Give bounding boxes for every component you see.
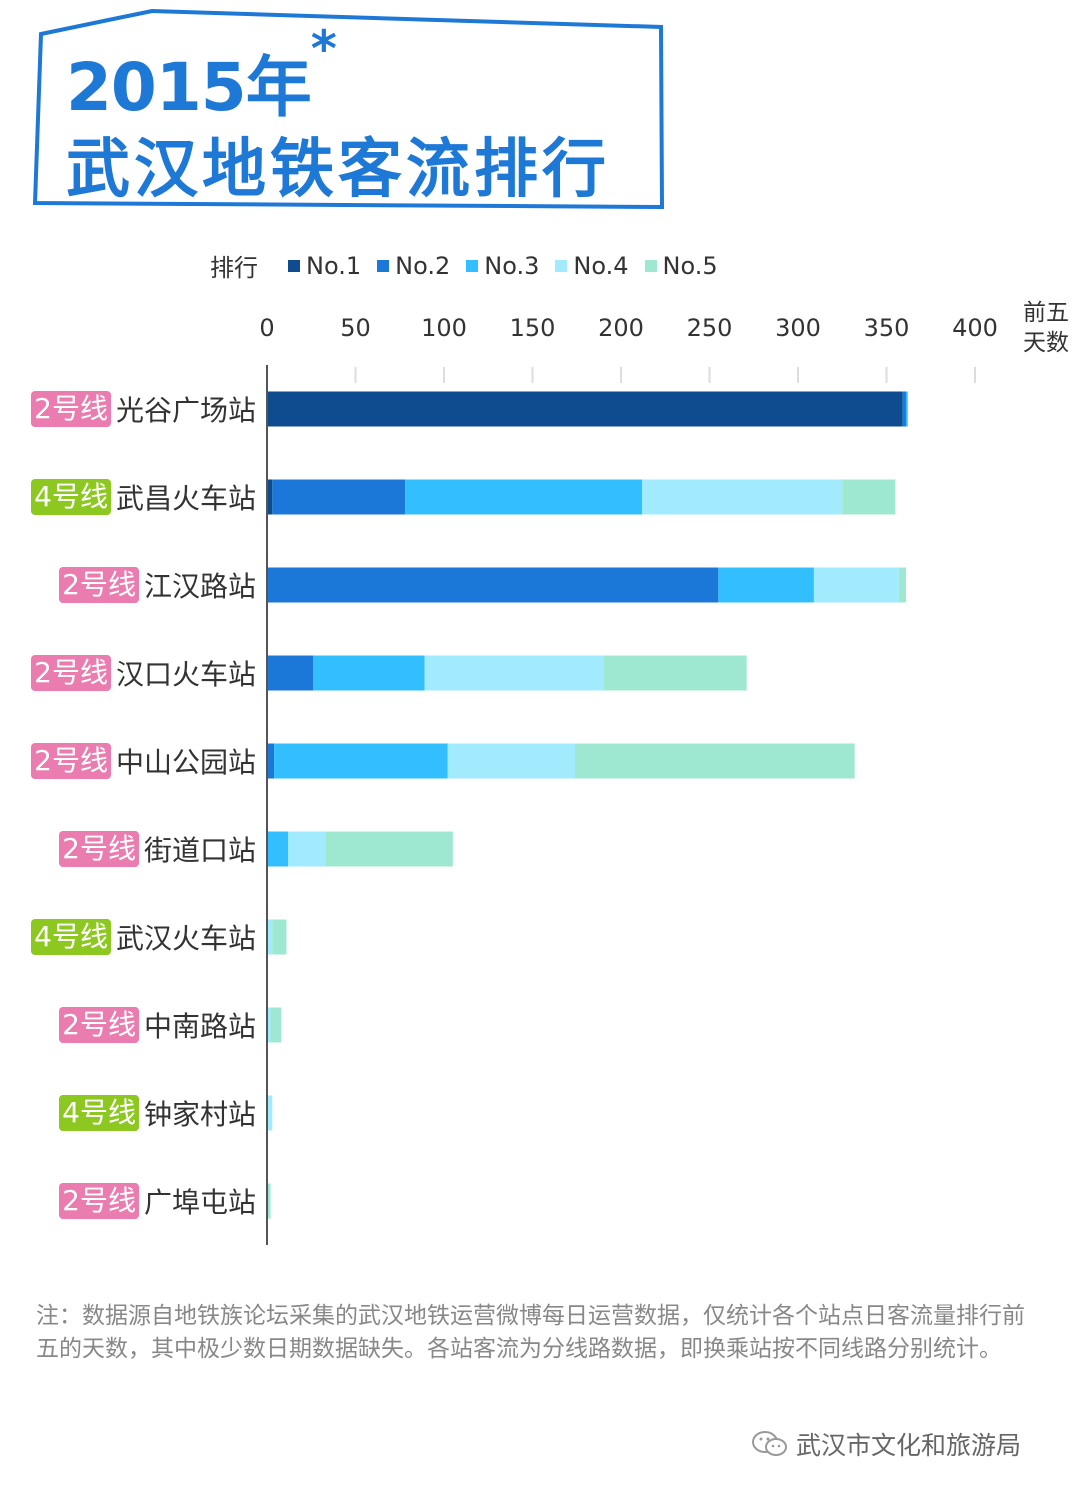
line-badge: 4号线 — [59, 1095, 139, 1131]
station-name: 街道口站 — [143, 834, 256, 867]
station-name: 武汉火车站 — [115, 922, 256, 955]
credit: 武汉市文化和旅游局 — [750, 1426, 1021, 1462]
legend-label: No.1 — [306, 251, 362, 280]
bar-segment-no3 — [718, 567, 814, 603]
station-name: 江汉路站 — [143, 570, 256, 603]
legend-item-no5: No.5 — [644, 251, 718, 280]
bar-segment-no5 — [272, 919, 287, 955]
bar-segment-no3 — [267, 831, 289, 867]
bar-segment-no2 — [902, 391, 906, 427]
legend-swatch — [377, 259, 390, 272]
bar-segment-no4 — [267, 1095, 273, 1131]
legend-item-no3: No.3 — [466, 252, 539, 280]
bar-segment-no4 — [642, 479, 843, 515]
x-tick-label: 200 — [598, 314, 644, 342]
bar-segment-no5 — [267, 1183, 271, 1219]
bar-segment-no3 — [905, 391, 908, 427]
legend-swatch — [644, 259, 657, 272]
legend-label: No.2 — [395, 251, 451, 280]
bar-segment-no1 — [267, 479, 273, 515]
legend-label: No.5 — [662, 251, 718, 280]
bar-segment-no5 — [842, 479, 896, 515]
station-name: 中南路站 — [143, 1010, 256, 1043]
legend-swatch — [555, 259, 568, 272]
bar-segment-no5 — [574, 743, 855, 779]
line-badge: 2号线 — [31, 391, 111, 427]
bar-segment-no4 — [424, 655, 604, 691]
category-label: 2号线 街道口站 — [59, 829, 256, 869]
line-badge: 4号线 — [31, 919, 111, 955]
bar-segment-no4 — [447, 743, 575, 779]
title-year: 2015年* — [66, 20, 337, 126]
category-label: 4号线 钟家村站 — [59, 1093, 256, 1133]
category-label: 2号线 光谷广场站 — [31, 389, 256, 429]
legend-title: 排行 — [210, 254, 258, 282]
bar-segment-no3 — [405, 479, 643, 515]
bar-segment-no2 — [272, 479, 406, 515]
bar-segment-no2 — [267, 655, 314, 691]
legend-item-no1: No.1 — [288, 252, 361, 280]
category-label: 2号线 中南路站 — [59, 1005, 256, 1045]
category-label: 4号线 武昌火车站 — [31, 477, 256, 517]
line-badge: 2号线 — [31, 655, 111, 691]
station-name: 广埠屯站 — [143, 1186, 256, 1219]
bar-segment-no5 — [898, 567, 906, 603]
line-badge: 2号线 — [59, 567, 139, 603]
station-name: 汉口火车站 — [115, 658, 256, 691]
legend-swatch — [288, 259, 300, 272]
x-tick-label: 400 — [952, 314, 998, 342]
credit-text: 武汉市文化和旅游局 — [796, 1431, 1022, 1460]
legend-item-no4: No.4 — [555, 251, 629, 280]
category-label: 2号线 汉口火车站 — [31, 653, 256, 693]
x-tick-label: 0 — [259, 314, 275, 342]
wechat-icon — [752, 1431, 787, 1456]
bar-segment-no3 — [313, 655, 425, 691]
bar-segment-no5 — [270, 1007, 282, 1043]
title-frame — [32, 8, 665, 210]
category-label: 2号线 广埠屯站 — [59, 1181, 256, 1221]
line-badge: 2号线 — [59, 1183, 139, 1219]
bar-segment-no5 — [603, 655, 747, 691]
x-tick-label: 250 — [686, 314, 733, 342]
x-tick-label: 150 — [509, 314, 556, 342]
bar-segment-no4 — [267, 919, 273, 955]
legend: 排行 No.1 No.2 No.3 No.4 No.5 — [210, 248, 734, 283]
category-label: 2号线 中山公园站 — [31, 741, 256, 781]
x-axis-unit: 前五 天数 — [1023, 298, 1079, 358]
line-badge: 2号线 — [59, 1007, 139, 1043]
line-badge: 2号线 — [31, 743, 111, 779]
bar-segment-no4 — [813, 567, 899, 603]
title-main: 武汉地铁客流排行 — [66, 133, 610, 207]
bar-segment-no2 — [267, 743, 275, 779]
x-tick-label: 350 — [863, 314, 910, 342]
bar-segment-no3 — [274, 743, 448, 779]
x-tick-label: 50 — [340, 314, 371, 342]
bar-segment-no5 — [325, 831, 453, 867]
legend-swatch — [466, 259, 479, 272]
legend-item-no2: No.2 — [377, 252, 450, 280]
bar-segment-no2 — [267, 567, 719, 603]
x-tick-label: 100 — [421, 314, 467, 342]
bar-segment-no4 — [267, 1007, 271, 1043]
station-name: 光谷广场站 — [115, 394, 256, 427]
unit-line-2: 天数 — [1023, 330, 1069, 356]
category-label: 2号线 江汉路站 — [59, 565, 256, 605]
line-badge: 2号线 — [59, 831, 139, 867]
x-tick-label: 300 — [775, 314, 821, 342]
bar-segment-no1 — [267, 391, 903, 427]
category-label: 4号线 武汉火车站 — [31, 917, 256, 957]
line-badge: 4号线 — [31, 479, 111, 515]
station-name: 武昌火车站 — [115, 482, 256, 515]
legend-label: No.3 — [484, 251, 540, 280]
unit-line-1: 前五 — [1023, 300, 1069, 326]
bar-segment-no4 — [288, 831, 326, 867]
station-name: 钟家村站 — [143, 1098, 256, 1131]
station-name: 中山公园站 — [115, 746, 256, 779]
legend-label: No.4 — [573, 251, 629, 280]
footnote: 注：数据源自地铁族论坛采集的武汉地铁运营微博每日运营数据，仅统计各个站点日客流量… — [36, 1303, 1025, 1362]
